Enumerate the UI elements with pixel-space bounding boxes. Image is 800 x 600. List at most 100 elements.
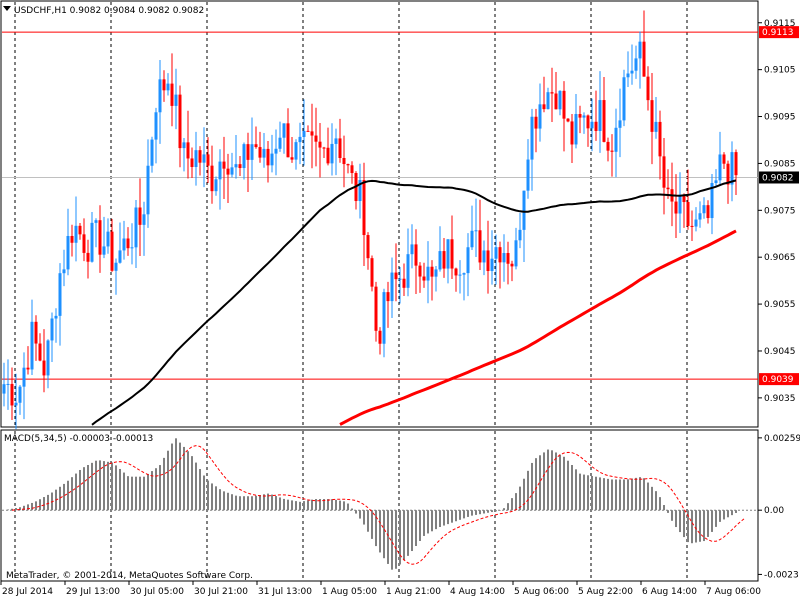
candle-body [554,93,558,110]
time-tick-label: 6 Aug 14:00 [642,587,697,597]
candle-body [722,154,726,164]
candle-body [474,230,478,232]
candle-body [270,153,274,166]
chart-menu-icon[interactable] [3,6,11,11]
candle-body [102,246,106,255]
candle-body [706,205,710,219]
candle-body [210,165,214,192]
price-levels: 0.9113 0.9039 0.9082 [2,26,799,386]
candle-body [198,150,202,163]
candle-body [610,150,614,152]
candle-body [294,142,298,160]
candle-body [578,114,582,118]
candle-body [434,269,438,277]
candle-body [570,121,574,145]
price-level-badge [759,26,799,39]
candle-body [98,220,102,255]
candle-body [26,367,30,370]
price-axis: 0.9115 0.9105 0.9095 0.9085 0.9075 0.9065 0.90… [758,19,796,404]
candle-body [190,158,194,168]
symbol-label: USDCHF,H1 0.9082 0.9084 0.9082 0.9082 [14,6,204,16]
candle-body [266,148,270,166]
candle-body [94,220,98,223]
candle-body [138,207,142,225]
candle-body [686,202,690,226]
candle-body [566,118,570,122]
candle-body [262,148,266,158]
candle-body [622,77,626,121]
candle-body [630,70,634,74]
price-level-badge [759,373,799,386]
candle-body [150,139,154,166]
price-tick-label: 0.9035 [764,394,796,404]
price-level-label: 0.9039 [762,375,794,385]
candle-body [54,315,58,319]
candle-body [638,41,642,59]
candle-body [242,144,246,169]
candle-body [6,383,10,385]
candle-body [230,167,234,175]
candle-body [238,164,242,169]
candle-body [374,286,378,331]
candle-body [358,180,362,202]
candle-body [250,144,254,160]
macd-tick-label: 0.00 [764,506,784,516]
time-tick-label: 30 Jul 05:00 [130,587,184,597]
candle-body [382,292,386,344]
candle-body [10,383,14,406]
candle-body [582,115,586,118]
candle-body [282,123,286,138]
candle-body [258,147,262,158]
candle-body [170,83,174,106]
candle-body [666,187,670,190]
macd-signal-line [11,445,745,565]
candle-body [662,156,666,188]
macd-indicator [2,438,758,570]
time-tick-label: 1 Aug 21:00 [386,587,441,597]
price-tick-label: 0.9055 [764,300,796,310]
candle-body [302,130,306,137]
candle-body [458,274,462,276]
candle-body [574,114,578,145]
ma-fast-line [91,179,737,426]
ma-slow-line [339,229,737,426]
candle-body [66,236,70,270]
candle-body [482,250,486,263]
candle-body [146,165,150,215]
time-tick-label: 5 Aug 22:00 [578,587,633,597]
candle-body [82,234,86,253]
candle-body [178,94,182,149]
copyright-label: MetaTrader, © 2001-2014, MetaQuotes Soft… [6,571,253,581]
candle-body [594,121,598,131]
price-tick-label: 0.9105 [764,66,796,76]
candle-body [734,152,738,176]
price-tick-label: 0.9065 [764,253,796,263]
candle-body [446,239,450,269]
candle-body [506,253,510,264]
candle-body [30,321,34,370]
macd-tick-label: -0.0023 [764,570,799,580]
candle-body [650,100,654,132]
candle-body [338,138,342,158]
candle-body [470,230,474,248]
candle-body [690,225,694,227]
candle-body [18,386,22,403]
candle-body [714,180,718,184]
candle-body [590,121,594,129]
candle-body [658,121,662,157]
candle-body [142,214,146,225]
candle-body [118,250,122,263]
candle-body [134,207,138,248]
candle-body [642,41,646,77]
candle-body [322,147,326,149]
candle-body [126,238,130,249]
candle-body [346,164,350,166]
candle-body [62,269,66,274]
candle-body [646,76,650,101]
time-axis: 28 Jul 2014 29 Jul 13:00 30 Jul 05:00 30 Ju… [0,581,761,597]
candle-body [678,194,682,214]
candle-body [342,157,346,165]
candle-body [162,79,166,91]
candle-body [286,123,290,158]
